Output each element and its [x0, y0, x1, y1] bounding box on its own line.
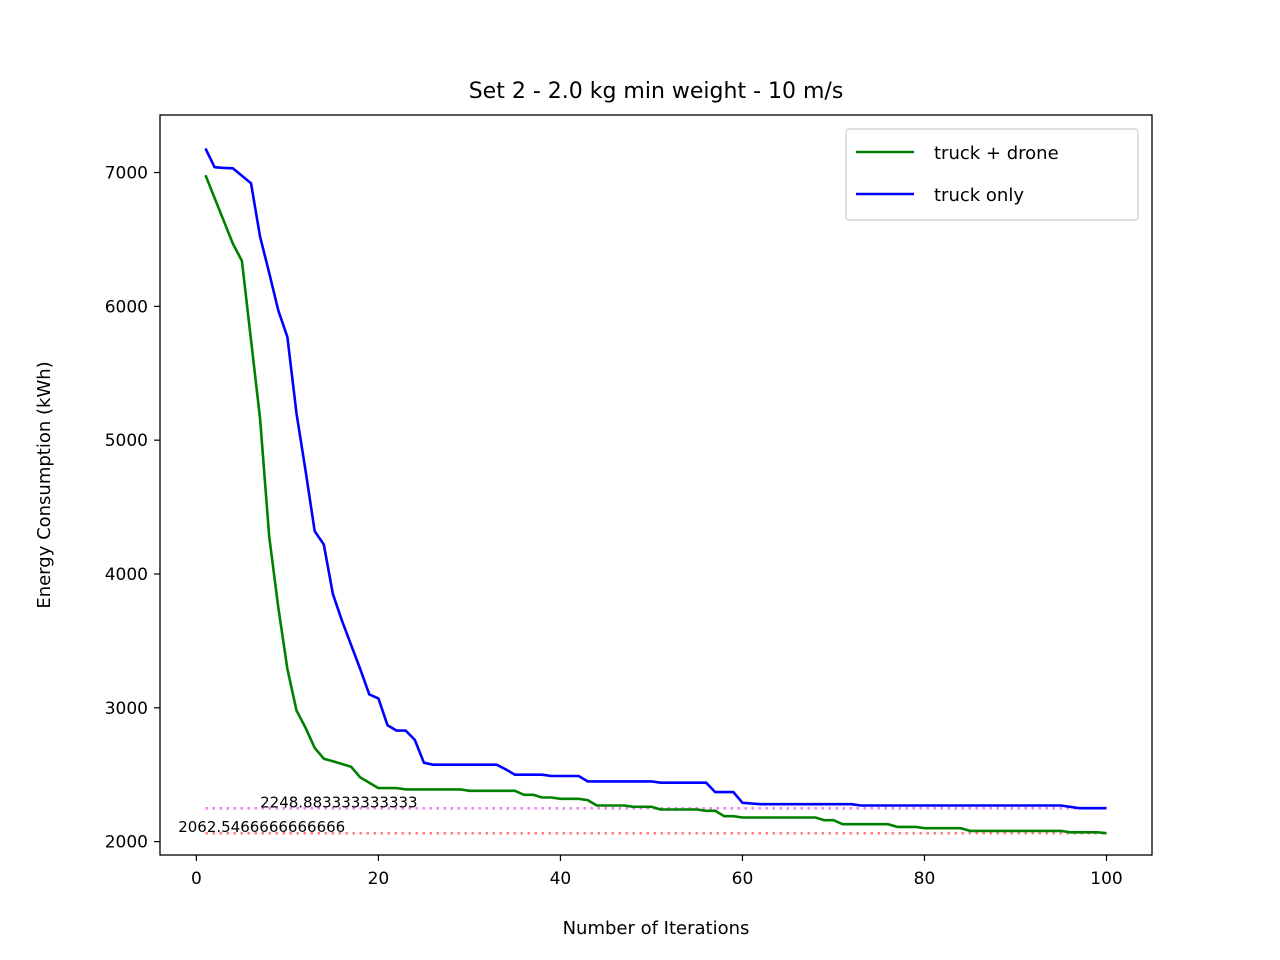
- x-tick-label-20: 20: [368, 869, 390, 889]
- y-tick-label-5000: 5000: [105, 431, 148, 451]
- plot-frame: [159, 114, 1153, 856]
- legend-frame: [845, 128, 1139, 221]
- y-tick-label-6000: 6000: [105, 297, 148, 317]
- x-tick-label-80: 80: [914, 869, 936, 889]
- x-tick-label-0: 0: [191, 869, 202, 889]
- x-tick-label-40: 40: [550, 869, 572, 889]
- y-axis-label: Energy Consumption (kWh): [34, 361, 55, 608]
- x-axis: 0 20 40 60 80 100: [191, 855, 1123, 889]
- reference-label-2: 2062.5466666666666: [178, 818, 345, 836]
- x-axis-label: Number of Iterations: [563, 918, 750, 939]
- legend: truck + drone truck only: [845, 128, 1139, 221]
- reference-label-1: 2248.883333333333: [260, 793, 417, 811]
- y-tick-label-4000: 4000: [105, 565, 148, 585]
- y-tick-label-2000: 2000: [105, 833, 148, 853]
- series-line-truck-only: [204, 147, 1107, 810]
- x-tick-label-100: 100: [1090, 869, 1122, 889]
- y-tick-label-3000: 3000: [105, 699, 148, 719]
- legend-label-truck-drone: truck + drone: [934, 143, 1059, 164]
- legend-label-truck-only: truck only: [934, 185, 1024, 206]
- y-tick-label-7000: 7000: [105, 164, 148, 184]
- series-layer: [204, 147, 1107, 835]
- x-tick-label-60: 60: [732, 869, 754, 889]
- chart-title: Set 2 - 2.0 kg min weight - 10 m/s: [469, 79, 844, 104]
- y-axis: 2000 3000 4000 5000 6000 7000: [105, 164, 160, 853]
- series-line-truck-drone: [204, 174, 1107, 835]
